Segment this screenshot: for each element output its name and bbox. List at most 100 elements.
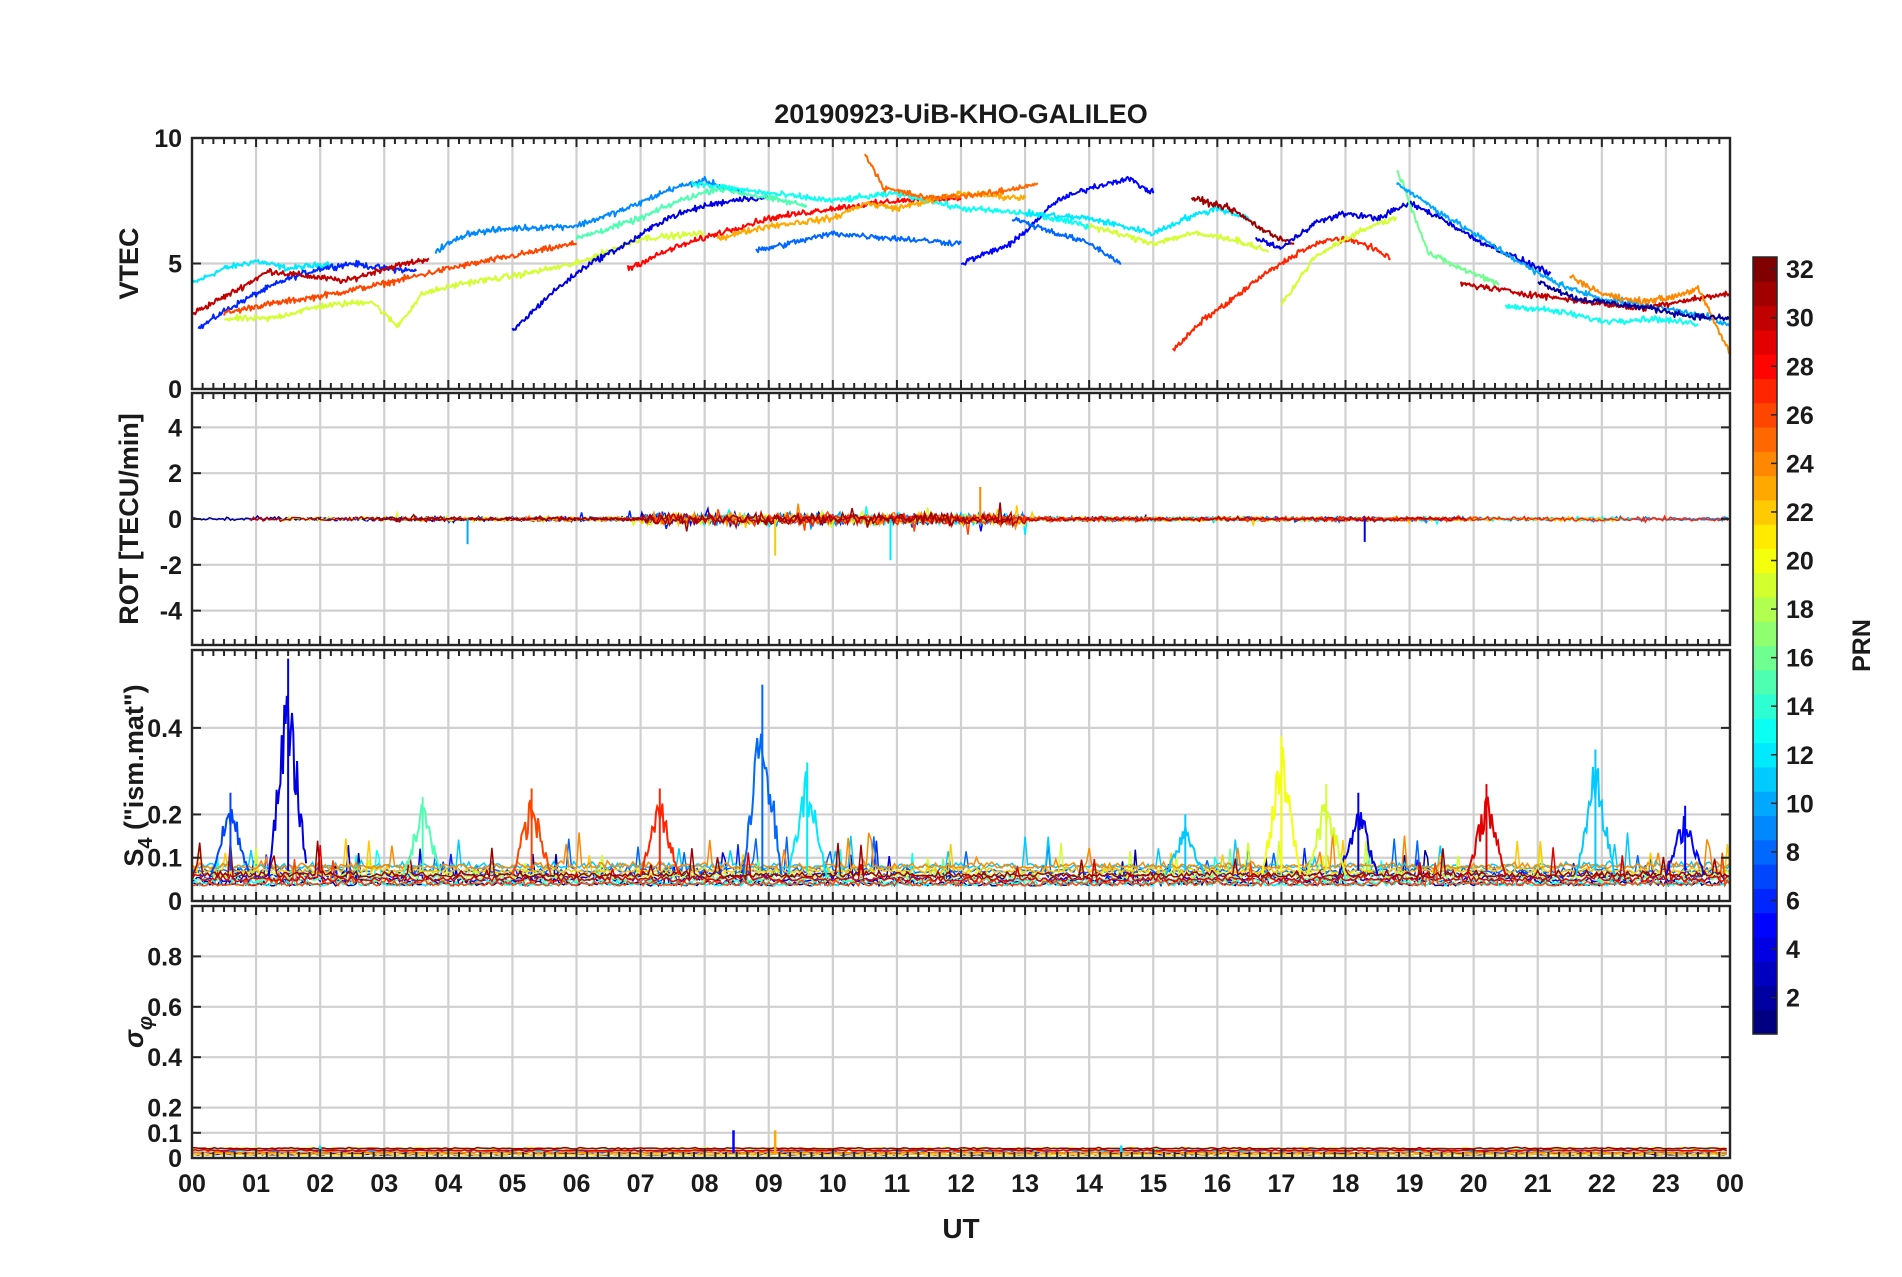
sigma-trace-prn-31 [192,1146,1727,1150]
colorbar-tick-label: 6 [1786,887,1800,915]
y-tick-label: 5 [168,251,182,279]
colorbar-swatch [1753,621,1777,647]
vtec-trace-prn-28 [626,195,962,272]
sigma_phi-series [192,1130,1728,1156]
s4-series [192,658,1730,888]
colorbar-tick-label: 28 [1786,353,1814,381]
x-tick-label: 19 [1396,1170,1424,1198]
colorbar-swatch [1753,669,1777,695]
colorbar-swatch [1753,524,1777,549]
colorbar-tick-label: 24 [1786,450,1814,478]
y-tick-label: 0.6 [147,994,182,1022]
y-tick-label: 0.4 [147,1044,182,1072]
panel-rot: -4 -2 0 2 4 ROT [TECU/min] [114,391,1732,647]
x-tick-label: 10 [819,1170,847,1198]
colorbar-swatch [1753,329,1777,355]
s4-y-axis-label: S4 ("ism.mat") [119,684,157,866]
vtec-trace-prn-16 [1396,169,1500,287]
s4-trace-prn-29 [192,844,1730,884]
panel-vtec: 0 5 10 VTEC [114,125,1732,404]
vtec-trace-prn-19 [1088,223,1270,253]
colorbar-tick-label: 8 [1786,839,1800,867]
vtec-trace-prn-4 [511,194,770,331]
colorbar-tick-label: 16 [1786,645,1814,673]
vtec-trace-prn-6 [197,259,418,330]
x-tick-label: 18 [1332,1170,1360,1198]
x-tick-label: 22 [1588,1170,1616,1198]
vtec-trace-prn-30 [1459,281,1730,313]
vtec-trace-prn-2 [1537,280,1730,322]
x-tick-label: 11 [884,1170,911,1198]
sigma_phi-y-axis-label: σφ [119,1016,157,1048]
x-tick-label: 16 [1203,1170,1231,1198]
colorbar-swatch [1753,572,1777,598]
colorbar-swatch [1753,1009,1777,1035]
x-tick-label: 08 [691,1170,719,1198]
x-tick-label: 01 [242,1170,270,1198]
sigma-trace-prn-22 [192,1152,1727,1156]
colorbar-swatch [1753,718,1777,744]
vtec-trace-prn-27 [1172,235,1391,352]
x-tick-label: 02 [306,1170,334,1198]
y-tick-label: 0.2 [147,1095,182,1123]
y-tick-label: 4 [168,414,182,442]
vtec-trace-prn-9 [434,175,744,254]
x-tick-label: 00 [178,1170,206,1198]
s4-trace-prn-26 [192,852,1730,888]
x-tick-label: 21 [1524,1170,1552,1198]
x-tick-label: 09 [755,1170,783,1198]
colorbar-tick-label: 30 [1786,305,1814,333]
vtec-trace-prn-5 [960,175,1155,266]
vtec-trace-prn-30 [192,257,430,316]
x-axis-label: UT [942,1213,979,1244]
colorbar-swatch [1753,912,1777,938]
colorbar-tick-label: 32 [1786,256,1814,284]
y-tick-label: 0 [168,888,182,916]
x-tick-label: 17 [1268,1170,1296,1198]
y-tick-label: -4 [160,598,182,626]
colorbar-swatch [1753,864,1777,889]
vtec-trace-prn-13 [690,180,1091,230]
colorbar-tick-label: 18 [1786,596,1814,624]
y-tick-label: -2 [160,552,182,580]
colorbar-tick-label: 14 [1786,693,1814,721]
s4-trace-prn-24 [192,831,1730,871]
vtec-trace-prn-26 [223,240,578,316]
colorbar-tick-label: 12 [1786,742,1814,770]
colorbar-swatch [1753,378,1777,404]
colorbar-swatch [1753,766,1777,792]
vtec-trace-prn-31 [1190,195,1295,245]
rot-trace-prn-31 [371,502,1013,532]
x-tick-label: 23 [1652,1170,1680,1198]
vtec-trace-prn-24 [1568,274,1730,355]
chart-title: 20190923-UiB-KHO-GALILEO [774,99,1148,129]
x-tick-label: 05 [499,1170,527,1198]
x-tick-label: 12 [947,1170,975,1198]
panel-s4: 0 0.1 0.2 0.4S4 ("ism.mat") [119,648,1732,916]
x-tick-label: 06 [563,1170,591,1198]
x-tick-label: 13 [1011,1170,1039,1198]
colorbar-swatch [1753,426,1777,452]
vtec-trace-prn-19 [1280,216,1398,306]
x-tick-label: 00 [1716,1170,1744,1198]
colorbar-swatch [1753,475,1777,501]
x-tick-label: 03 [370,1170,398,1198]
vtec-trace-prn-25 [864,153,1039,202]
y-tick-label: 0.4 [147,715,182,743]
s4-trace-prn-22 [192,838,1730,876]
y-tick-label: 0 [168,1145,182,1173]
rot-y-axis-label: ROT [TECU/min] [114,413,144,624]
y-tick-label: 0 [168,506,182,534]
vtec-trace-prn-8 [755,230,962,254]
colorbar-tick-label: 22 [1786,499,1814,527]
colorbar-frame [1752,256,1778,1035]
y-tick-label: 0.2 [147,801,182,829]
x-tick-label: 15 [1139,1170,1167,1198]
y-tick-label: 0 [168,376,182,404]
y-tick-label: 0.1 [147,845,182,873]
y-tick-label: 2 [168,460,182,488]
